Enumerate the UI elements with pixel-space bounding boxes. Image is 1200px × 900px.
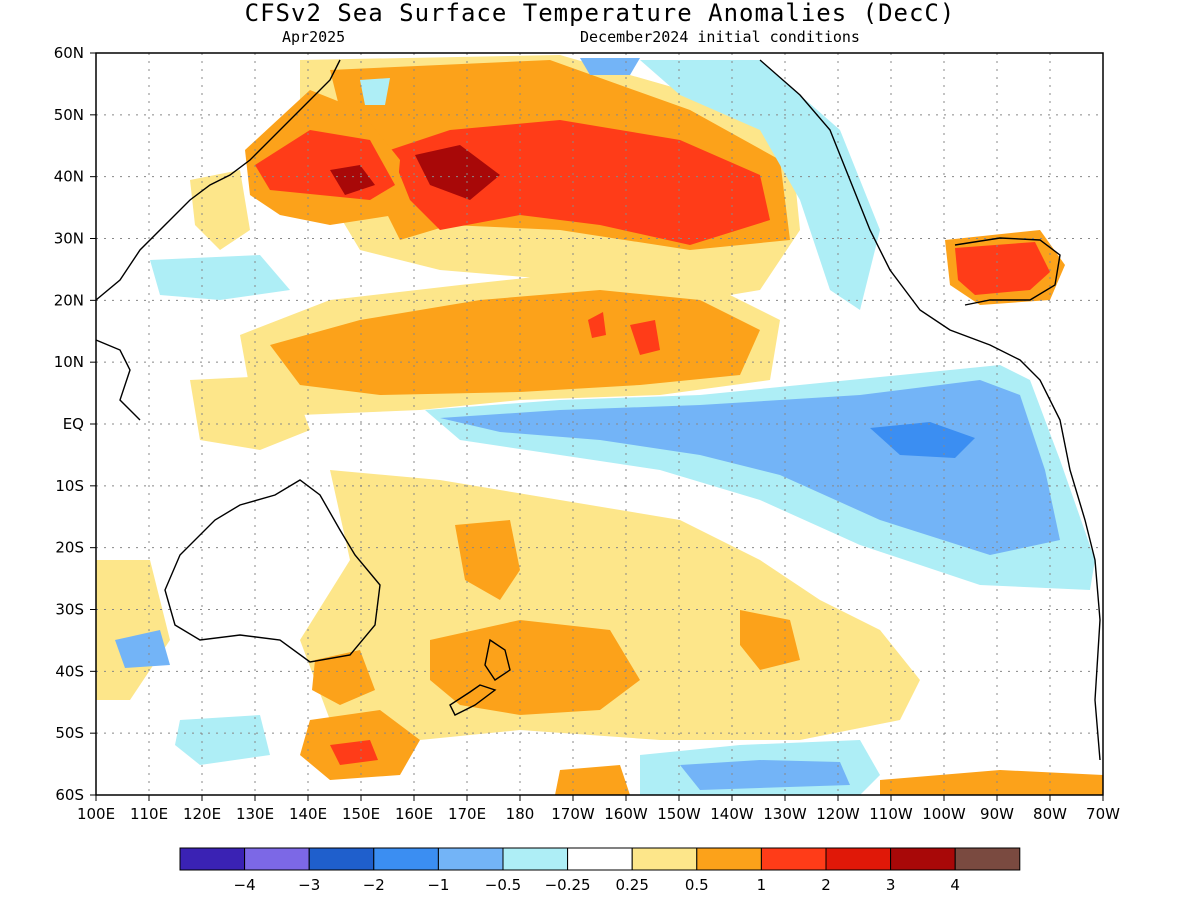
colorbar-swatch — [890, 847, 956, 871]
gulf-coastline — [954, 237, 1061, 306]
lon-label: 140W — [710, 805, 754, 823]
anomaly-region — [330, 165, 375, 195]
lat-label: EQ — [63, 415, 84, 433]
colorbar-swatch — [502, 847, 569, 871]
map-title: CFSv2 Sea Surface Temperature Anomalies … — [244, 0, 956, 27]
colorbar-tick-label: −4 — [234, 876, 256, 894]
anomaly-region — [630, 320, 660, 355]
anomaly-region — [390, 120, 770, 245]
anomaly-region — [415, 145, 500, 200]
lat-label: 60N — [54, 44, 84, 62]
anomaly-region — [640, 60, 880, 310]
anomaly-region — [870, 422, 975, 458]
new-zealand-coastline — [449, 638, 511, 716]
anomaly-region — [430, 620, 640, 715]
colorbar-swatch — [567, 847, 633, 871]
colorbar-tick-label: −0.5 — [485, 876, 521, 894]
anomaly-region — [955, 242, 1050, 295]
colorbar-swatch — [954, 847, 1021, 871]
anomaly-region — [115, 630, 170, 668]
lon-label: 160E — [395, 805, 433, 823]
lat-label: 10N — [54, 353, 84, 371]
anomaly-region — [312, 650, 375, 705]
colorbar-tick-label: 1 — [757, 876, 767, 894]
lon-label: 100E — [77, 805, 115, 823]
lat-label: 60S — [55, 786, 84, 804]
anomaly-region — [270, 290, 760, 395]
lat-label: 50S — [55, 724, 84, 742]
lon-label: 110E — [130, 805, 168, 823]
coastlines — [96, 59, 1101, 761]
latitude-labels: 60N 50N 40N 30N 20N 10N EQ 10S 20S 30S 40S 50S 60S — [54, 44, 96, 804]
anomaly-region — [455, 520, 520, 600]
colorbar-swatch — [244, 847, 310, 871]
lon-label: 160W — [604, 805, 648, 823]
anomaly-region — [680, 760, 850, 790]
australia-coastline — [164, 479, 381, 663]
asia-coastline — [96, 59, 341, 421]
colorbar — [179, 847, 1021, 871]
colorbar-tick-label: 0.25 — [615, 876, 648, 894]
anomaly-region — [580, 58, 640, 75]
lon-label: 120E — [183, 805, 221, 823]
colorbar-swatch — [437, 847, 504, 871]
lat-label: 50N — [54, 106, 84, 124]
lon-label: 70W — [1086, 805, 1120, 823]
lon-label: 180 — [506, 805, 535, 823]
anomaly-region — [330, 740, 378, 765]
colorbar-swatch — [308, 847, 375, 871]
lon-label: 120W — [816, 805, 860, 823]
colorbar-swatch — [696, 847, 762, 871]
anomaly-region — [588, 312, 606, 338]
initial-conditions-label: December2024 initial conditions — [580, 28, 860, 46]
colorbar-swatch — [373, 847, 439, 871]
lon-label: 150E — [342, 805, 380, 823]
lat-label: 10S — [55, 477, 84, 495]
lon-label: 110W — [869, 805, 913, 823]
anomaly-region — [175, 715, 270, 765]
colorbar-swatch — [825, 847, 892, 871]
anomaly-region — [880, 770, 1103, 795]
lon-label: 170E — [448, 805, 486, 823]
anomaly-region — [360, 78, 390, 105]
colorbar-tick-label: 4 — [950, 876, 960, 894]
colorbar-tick-label: −1 — [427, 876, 449, 894]
lat-label: 30S — [55, 601, 84, 619]
lon-label: 90W — [980, 805, 1014, 823]
lon-label: 150W — [657, 805, 701, 823]
colorbar-swatch — [631, 847, 698, 871]
lon-label: 130E — [236, 805, 274, 823]
lon-label: 80W — [1033, 805, 1067, 823]
lat-label: 20N — [54, 291, 84, 309]
lat-label: 40N — [54, 168, 84, 186]
lat-label: 40S — [55, 662, 84, 680]
colorbar-swatch — [760, 847, 827, 871]
lon-label: 100W — [922, 805, 966, 823]
anomaly-fields — [96, 55, 1103, 795]
colorbar-tick-label: 2 — [821, 876, 831, 894]
lat-label: 30N — [54, 230, 84, 248]
colorbar-tick-label: −2 — [363, 876, 385, 894]
anomaly-region — [150, 255, 290, 300]
colorbar-tick-label: −3 — [298, 876, 320, 894]
colorbar-swatch — [179, 847, 246, 871]
lon-label: 140E — [289, 805, 327, 823]
lat-label: 20S — [55, 539, 84, 557]
north-america-coastline — [759, 59, 1101, 761]
anomaly-region — [190, 170, 250, 250]
colorbar-tick-label: 0.5 — [685, 876, 709, 894]
anomaly-region — [190, 375, 310, 450]
forecast-month-label: Apr2025 — [282, 28, 346, 46]
lon-label: 170W — [551, 805, 595, 823]
lon-label: 130W — [763, 805, 807, 823]
colorbar-tick-label: 3 — [886, 876, 896, 894]
longitude-labels: 100E 110E 120E 130E 140E 150E 160E 170E 180 170W 1… — [77, 795, 1120, 823]
anomaly-region — [555, 765, 630, 795]
colorbar-tick-labels: −4 −3 −2 −1 −0.5 −0.25 0.25 0.5 1 2 3 4 — [234, 876, 960, 894]
colorbar-tick-label: −0.25 — [545, 876, 591, 894]
